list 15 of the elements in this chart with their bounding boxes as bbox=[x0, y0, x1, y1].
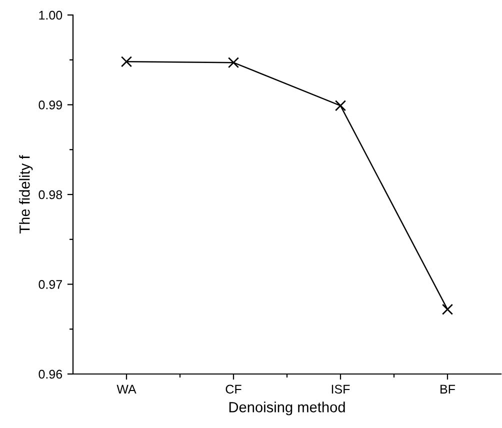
y-tick-label: 0.98 bbox=[38, 190, 62, 200]
x-tick-label: ISF bbox=[332, 384, 350, 394]
x-tick-label: WA bbox=[116, 384, 136, 394]
point bbox=[228, 57, 240, 68]
point bbox=[442, 304, 454, 315]
x-axis-title: Denoising method bbox=[229, 402, 345, 416]
y-tick-label: 0.96 bbox=[38, 370, 62, 379]
y-tick-label: 0.97 bbox=[38, 280, 62, 289]
x-tick-label: BF bbox=[440, 384, 455, 394]
point bbox=[120, 56, 132, 68]
y-tick-label: 0.99 bbox=[38, 100, 62, 110]
point bbox=[334, 100, 346, 112]
x-tick-label: CF bbox=[226, 384, 242, 394]
y-tick-label: 1.00 bbox=[39, 10, 62, 20]
y-axis-title: The fidelity f bbox=[19, 155, 33, 234]
